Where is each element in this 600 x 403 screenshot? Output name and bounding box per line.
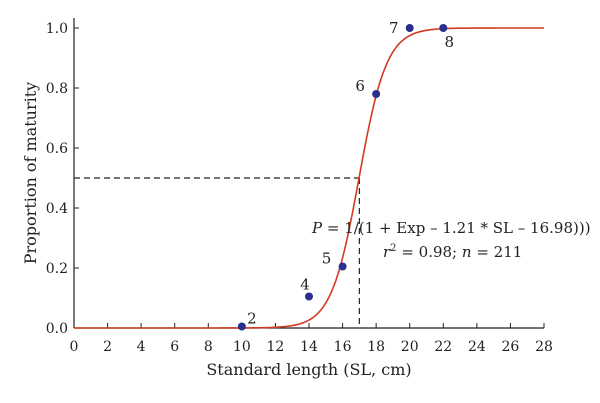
stats-n: n bbox=[462, 243, 472, 261]
data-point-label: 6 bbox=[355, 77, 365, 95]
x-tick-label: 26 bbox=[502, 339, 520, 355]
x-axis-title: Standard length (SL, cm) bbox=[206, 360, 411, 379]
x-tick-label: 4 bbox=[137, 339, 146, 355]
data-point bbox=[405, 24, 414, 32]
data-point-label: 5 bbox=[322, 250, 332, 268]
data-point bbox=[338, 262, 347, 271]
data-point bbox=[237, 322, 246, 331]
x-tick-label: 22 bbox=[434, 339, 452, 355]
y-ticks: 0.0 0.2 0.4 0.6 0.8 1.0 bbox=[46, 21, 79, 337]
reference-lines bbox=[74, 177, 360, 328]
x-ticks: 0 2 4 6 8 10 12 14 16 18 20 22 24 26 28 bbox=[70, 323, 553, 355]
x-tick-label: 20 bbox=[401, 339, 419, 355]
stats-label: r2 = 0.98; n = 211 bbox=[383, 243, 522, 261]
stats-r: r bbox=[383, 243, 391, 261]
logistic-curve bbox=[74, 27, 544, 329]
equation-body: = 1/(1 + Exp – 1.21 * SL – 16.98))) bbox=[322, 219, 590, 237]
x-tick-label: 14 bbox=[300, 339, 318, 355]
data-point bbox=[305, 292, 313, 301]
stats-end: = 211 bbox=[472, 243, 523, 261]
x-tick-label: 16 bbox=[334, 339, 352, 355]
y-tick-label: 0.6 bbox=[46, 141, 68, 157]
equation-label: P = 1/(1 + Exp – 1.21 * SL – 16.98))) bbox=[311, 219, 591, 237]
x-tick-label: 12 bbox=[267, 339, 285, 355]
equation-variable: P bbox=[311, 219, 323, 237]
data-point-label: 7 bbox=[389, 19, 399, 37]
data-point bbox=[372, 90, 381, 98]
x-tick-label: 24 bbox=[468, 339, 486, 355]
data-points: 2 45 6 7 8 bbox=[237, 19, 455, 331]
x-tick-label: 18 bbox=[367, 339, 385, 355]
x-tick-label: 10 bbox=[233, 339, 251, 355]
stats-r-sup: 2 bbox=[390, 243, 396, 254]
y-tick-label: 0.0 bbox=[46, 321, 68, 337]
data-point-label: 4 bbox=[300, 276, 310, 294]
data-point-label: 8 bbox=[445, 33, 455, 51]
x-tick-label: 2 bbox=[103, 339, 112, 355]
data-point bbox=[439, 24, 448, 32]
y-axis-title: Proportion of maturity bbox=[21, 82, 40, 264]
x-tick-label: 28 bbox=[535, 339, 553, 355]
y-tick-label: 0.8 bbox=[46, 81, 68, 97]
y-tick-label: 1.0 bbox=[46, 21, 68, 37]
y-tick-label: 0.4 bbox=[46, 201, 68, 217]
x-tick-label: 8 bbox=[204, 339, 213, 355]
data-point-label: 2 bbox=[247, 310, 257, 328]
x-tick-label: 0 bbox=[70, 339, 79, 355]
x-tick-label: 6 bbox=[170, 339, 179, 355]
stats-mid: = 0.98; bbox=[397, 243, 462, 261]
y-tick-label: 0.2 bbox=[46, 261, 68, 277]
